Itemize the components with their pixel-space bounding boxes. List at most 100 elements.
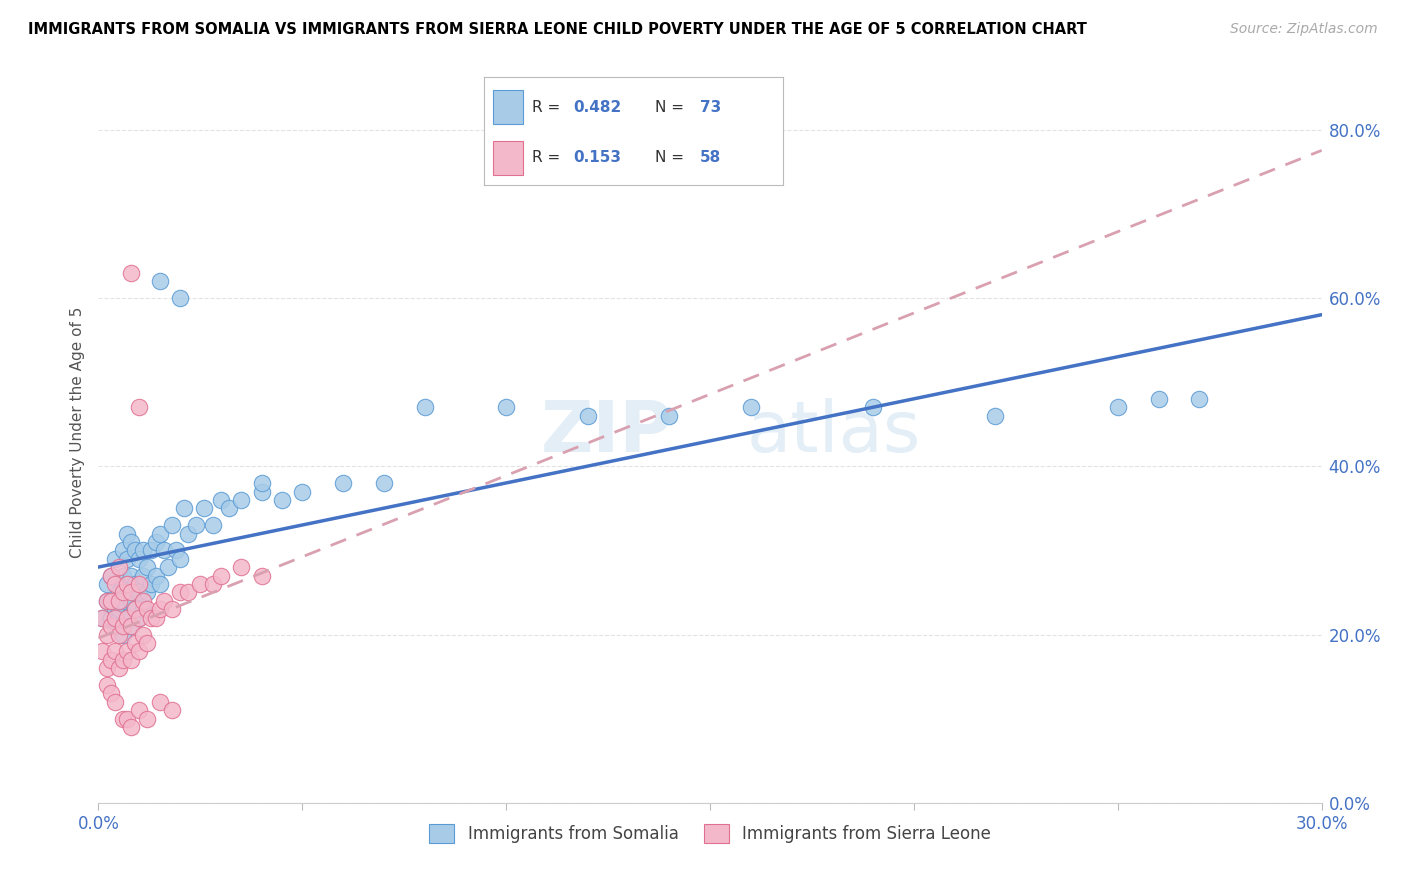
Point [111, 619, 134, 633]
Point [862, 401, 884, 415]
Point [111, 653, 134, 667]
Point [100, 568, 122, 582]
Point [149, 526, 172, 541]
Text: ZIP: ZIP [541, 398, 673, 467]
Point [658, 409, 681, 423]
Point [104, 610, 127, 624]
Point [209, 492, 232, 507]
Point [96, 594, 118, 608]
Point [141, 543, 163, 558]
Point [115, 577, 138, 591]
Point [132, 627, 155, 641]
Point [177, 526, 200, 541]
Point [218, 501, 240, 516]
Point [160, 518, 183, 533]
Point [270, 492, 294, 507]
Point [91, 610, 114, 624]
Point [96, 594, 118, 608]
Point [111, 568, 134, 582]
Point [120, 720, 142, 734]
Point [373, 476, 395, 491]
Text: IMMIGRANTS FROM SOMALIA VS IMMIGRANTS FROM SIERRA LEONE CHILD POVERTY UNDER THE : IMMIGRANTS FROM SOMALIA VS IMMIGRANTS FR… [28, 22, 1087, 37]
Point [128, 551, 150, 566]
Point [100, 653, 122, 667]
Point [120, 594, 142, 608]
Point [169, 551, 191, 566]
Point [108, 610, 131, 624]
Point [104, 577, 127, 591]
Point [91, 644, 114, 658]
Point [104, 551, 127, 566]
Point [124, 602, 146, 616]
Point [128, 610, 150, 624]
Point [120, 266, 142, 280]
Point [104, 695, 127, 709]
Point [132, 602, 155, 616]
Point [111, 585, 134, 599]
Point [152, 543, 174, 558]
Point [100, 568, 122, 582]
Point [291, 484, 314, 499]
Point [160, 703, 183, 717]
Point [413, 401, 436, 415]
Point [115, 712, 138, 726]
Point [169, 585, 191, 599]
Point [124, 543, 146, 558]
Point [120, 568, 142, 582]
Point [100, 594, 122, 608]
Point [209, 568, 232, 582]
Point [111, 543, 134, 558]
Point [111, 594, 134, 608]
Point [128, 577, 150, 591]
Point [576, 409, 599, 423]
Point [100, 619, 122, 633]
Point [136, 602, 159, 616]
Point [188, 577, 212, 591]
Point [152, 594, 174, 608]
Point [115, 644, 138, 658]
Point [149, 602, 172, 616]
Point [108, 585, 131, 599]
Point [169, 291, 191, 305]
Point [332, 476, 354, 491]
Point [96, 577, 118, 591]
Point [186, 518, 208, 533]
Point [145, 568, 167, 582]
Point [100, 686, 122, 700]
Point [115, 526, 138, 541]
Point [1147, 392, 1170, 406]
Point [128, 610, 150, 624]
Point [96, 678, 118, 692]
Point [111, 627, 134, 641]
Point [91, 610, 114, 624]
Point [108, 560, 131, 574]
Point [145, 535, 167, 549]
Point [115, 551, 138, 566]
Point [120, 653, 142, 667]
Point [201, 577, 224, 591]
Point [740, 401, 762, 415]
Point [100, 610, 122, 624]
Point [193, 501, 215, 516]
Point [120, 585, 142, 599]
Point [128, 703, 150, 717]
Point [141, 610, 163, 624]
Point [111, 712, 134, 726]
Point [128, 644, 150, 658]
Point [165, 543, 187, 558]
Point [1107, 401, 1129, 415]
Point [108, 594, 131, 608]
Text: Source: ZipAtlas.com: Source: ZipAtlas.com [1230, 22, 1378, 37]
Point [108, 627, 131, 641]
Point [96, 627, 118, 641]
Point [149, 274, 172, 288]
Point [120, 619, 142, 633]
Y-axis label: Child Poverty Under the Age of 5: Child Poverty Under the Age of 5 [70, 307, 86, 558]
Point [132, 568, 155, 582]
Point [104, 619, 127, 633]
Point [128, 401, 150, 415]
Point [100, 594, 122, 608]
Point [156, 560, 179, 574]
Point [124, 602, 146, 616]
Point [108, 619, 131, 633]
